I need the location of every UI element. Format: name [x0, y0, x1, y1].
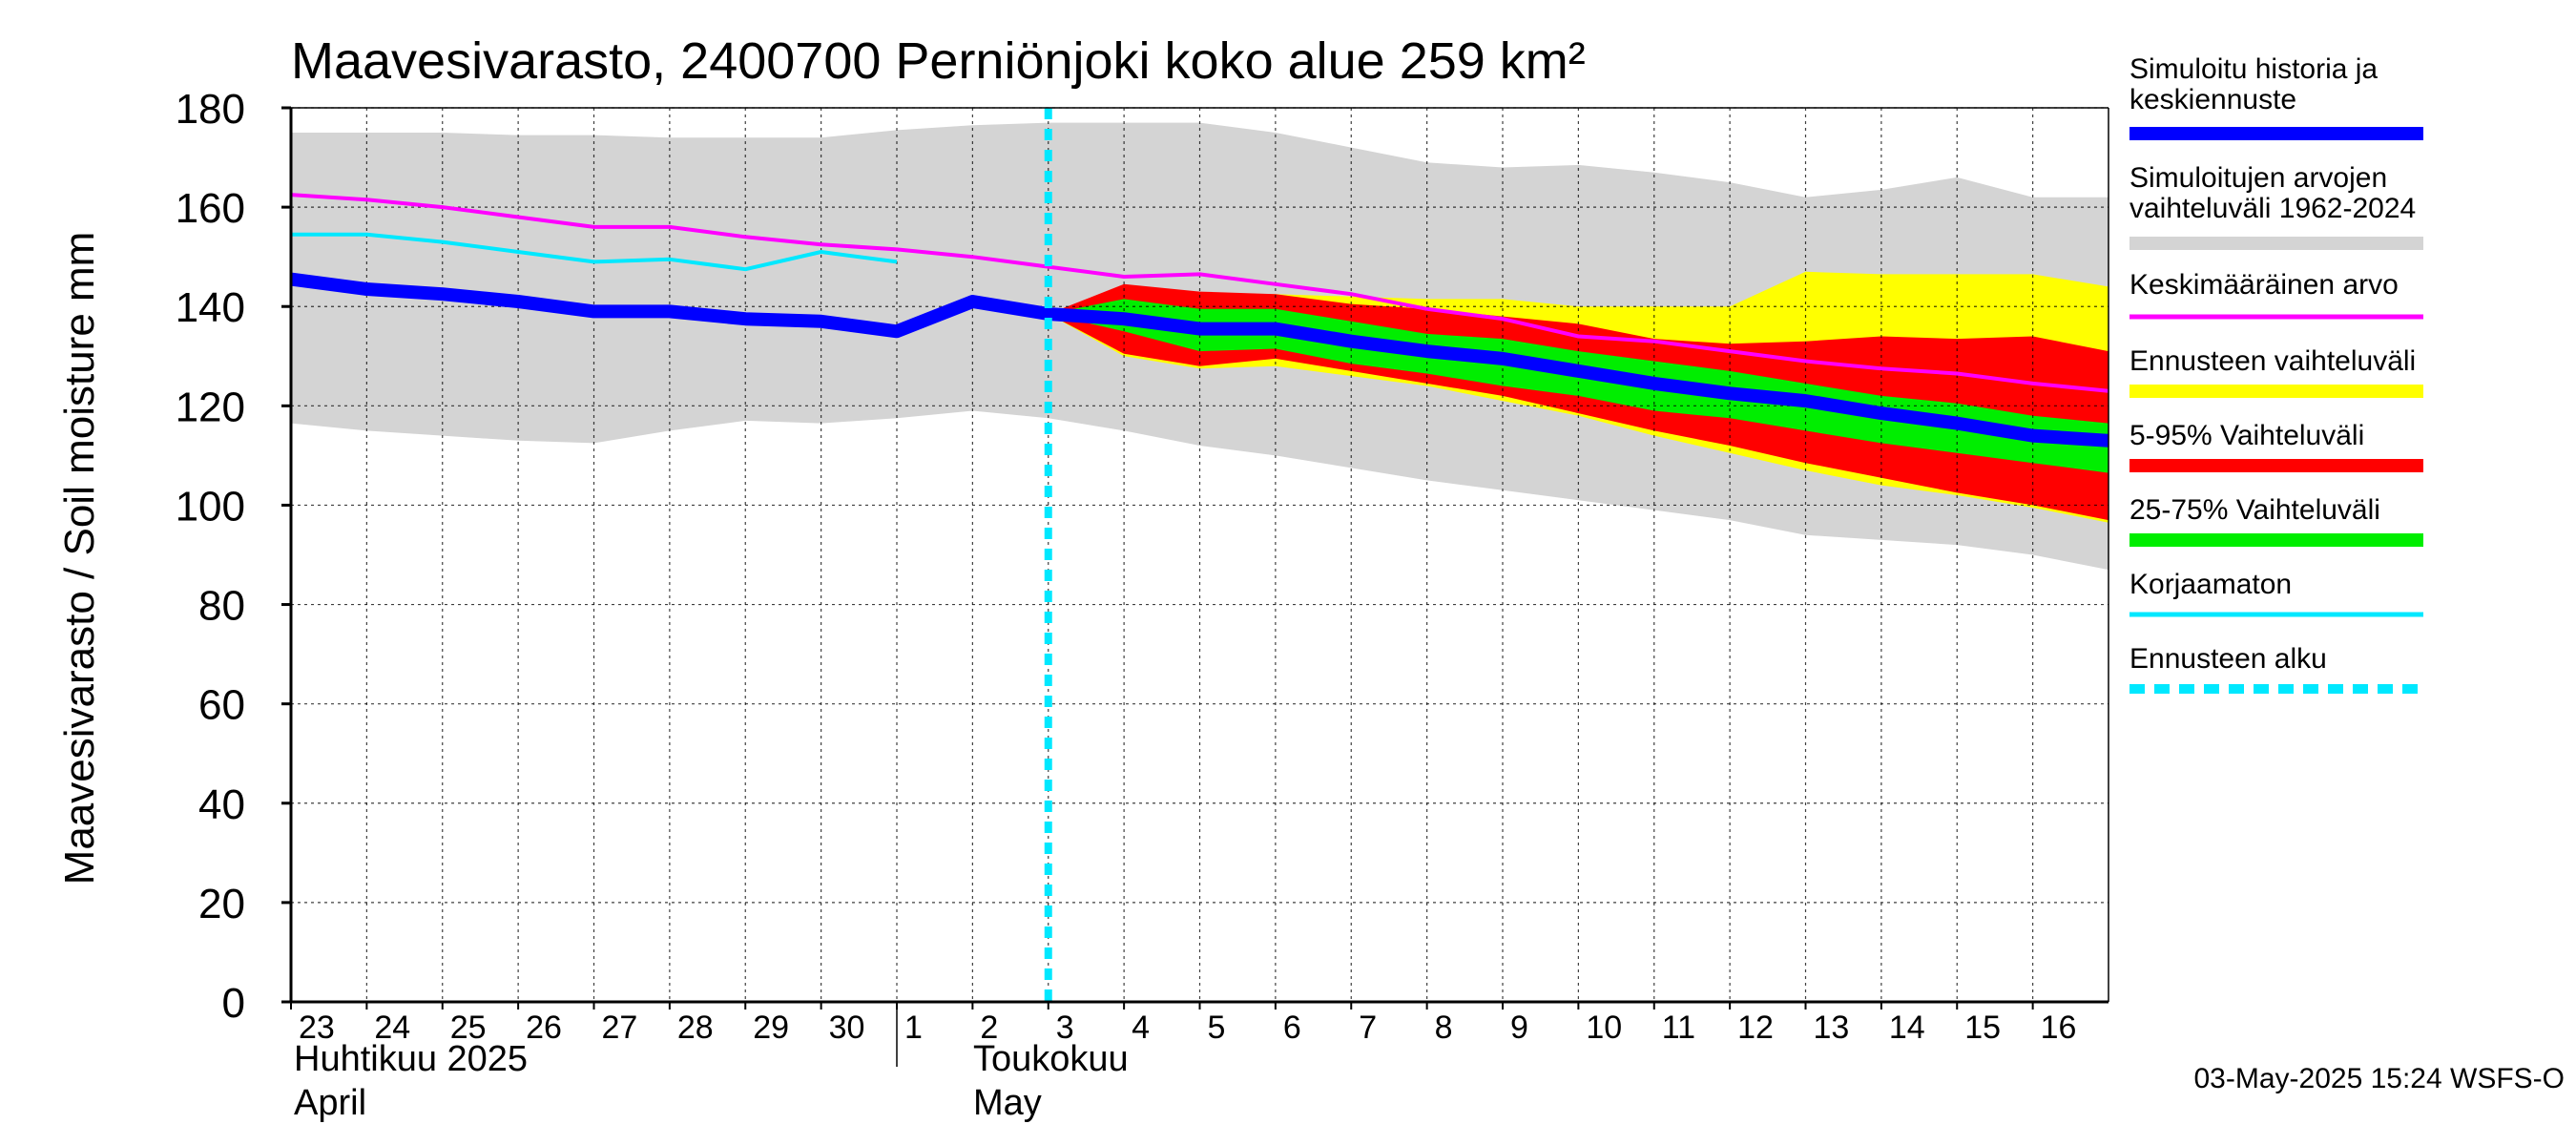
- y-tick-label: 160: [176, 185, 245, 232]
- legend-label-line: vaihteluväli 1962-2024: [2129, 193, 2416, 224]
- y-tick-label: 180: [176, 86, 245, 133]
- y-tick-label: 40: [198, 781, 245, 828]
- legend-label: Ennusteen alku: [2129, 643, 2327, 675]
- x-tick-label: 12: [1737, 1010, 1774, 1046]
- month-label-may-en: May: [973, 1083, 1042, 1123]
- series-line-simuloitu-historia-ja-keskiennuste: [290, 272, 2109, 448]
- legend-label-line: Simuloitujen arvojen: [2129, 162, 2387, 194]
- month-label-may-fi: Toukokuu: [973, 1039, 1129, 1079]
- x-tick-label: 29: [753, 1010, 789, 1046]
- x-tick-label: 9: [1510, 1010, 1528, 1046]
- x-tick-label: 16: [2041, 1010, 2077, 1046]
- x-tick-label: 13: [1814, 1010, 1850, 1046]
- x-tick-label: 27: [602, 1010, 638, 1046]
- y-axis-label: Maavesivarasto / Soil moisture mm: [56, 232, 103, 885]
- series-line-korjaamaton: [291, 232, 898, 272]
- x-tick-label: 25: [450, 1010, 487, 1046]
- legend-label: Korjaamaton: [2129, 569, 2292, 600]
- x-tick-label: 6: [1283, 1010, 1301, 1046]
- legend-label-line: Simuloitu historia ja: [2129, 53, 2378, 85]
- legend-label: Simuloitujen arvojen vaihteluväli 1962-20…: [2129, 162, 2416, 224]
- x-tick-label: 7: [1359, 1010, 1377, 1046]
- y-tick-label: 0: [222, 980, 245, 1027]
- x-tick-label: 5: [1208, 1010, 1226, 1046]
- y-tick-label: 80: [198, 583, 245, 630]
- x-tick-label: 24: [374, 1010, 410, 1046]
- y-tick-label: 100: [176, 483, 245, 530]
- series-lines: [290, 108, 2109, 1002]
- plot-area: [290, 107, 2109, 1002]
- band-25-75: [1048, 299, 2109, 473]
- x-tick-label: 3: [1056, 1010, 1074, 1046]
- month-label-april-en: April: [294, 1083, 366, 1123]
- timestamp: 03-May-2025 15:24 WSFS-O: [2194, 1063, 2566, 1094]
- y-tick-label: 120: [176, 384, 245, 430]
- x-tick-labels: 23 24 25 26 27 28 29 30 1 2 3 4 5 6 7 8 9 10 11 12 13 14 15 16: [299, 1010, 2076, 1046]
- x-tick-label: 15: [1964, 1010, 2001, 1046]
- x-tick-label: 23: [299, 1010, 335, 1046]
- legend-label: 5-95% Vaihteluväli: [2129, 420, 2364, 451]
- legend-label: 25-75% Vaihteluväli: [2129, 494, 2380, 526]
- y-tick-label: 60: [198, 682, 245, 729]
- legend-label: Ennusteen vaihteluväli: [2129, 345, 2416, 377]
- axes: [281, 106, 2109, 1067]
- x-tick-label: 8: [1435, 1010, 1453, 1046]
- legend-label-line: keskiennuste: [2129, 84, 2296, 115]
- month-label-april-fi: Huhtikuu 2025: [294, 1039, 528, 1079]
- legend: Simuloitu historia ja keskiennusteSimuloi…: [2129, 53, 2423, 694]
- x-tick-label: 2: [980, 1010, 998, 1046]
- y-tick-label: 20: [198, 881, 245, 927]
- chart-title: Maavesivarasto, 2400700 Perniönjoki koko…: [291, 32, 1586, 90]
- x-tick-label: 1: [904, 1010, 923, 1046]
- legend-label: Simuloitu historia ja keskiennuste: [2129, 53, 2378, 115]
- y-tick-label: 140: [176, 284, 245, 331]
- x-tick-label: 10: [1586, 1010, 1622, 1046]
- series-line-keskim-r-inen-arvo: [290, 193, 2109, 393]
- x-tick-label: 11: [1662, 1010, 1695, 1046]
- x-tick-label: 14: [1889, 1010, 1925, 1046]
- legend-label: Keskimääräinen arvo: [2129, 269, 2399, 301]
- x-tick-label: 26: [526, 1010, 562, 1046]
- x-tick-label: 30: [829, 1010, 865, 1046]
- y-tick-labels: 0 20 40 60 80 100 120 140 160 180: [176, 86, 245, 1027]
- x-tick-label: 28: [677, 1010, 714, 1046]
- x-tick-label: 4: [1132, 1010, 1150, 1046]
